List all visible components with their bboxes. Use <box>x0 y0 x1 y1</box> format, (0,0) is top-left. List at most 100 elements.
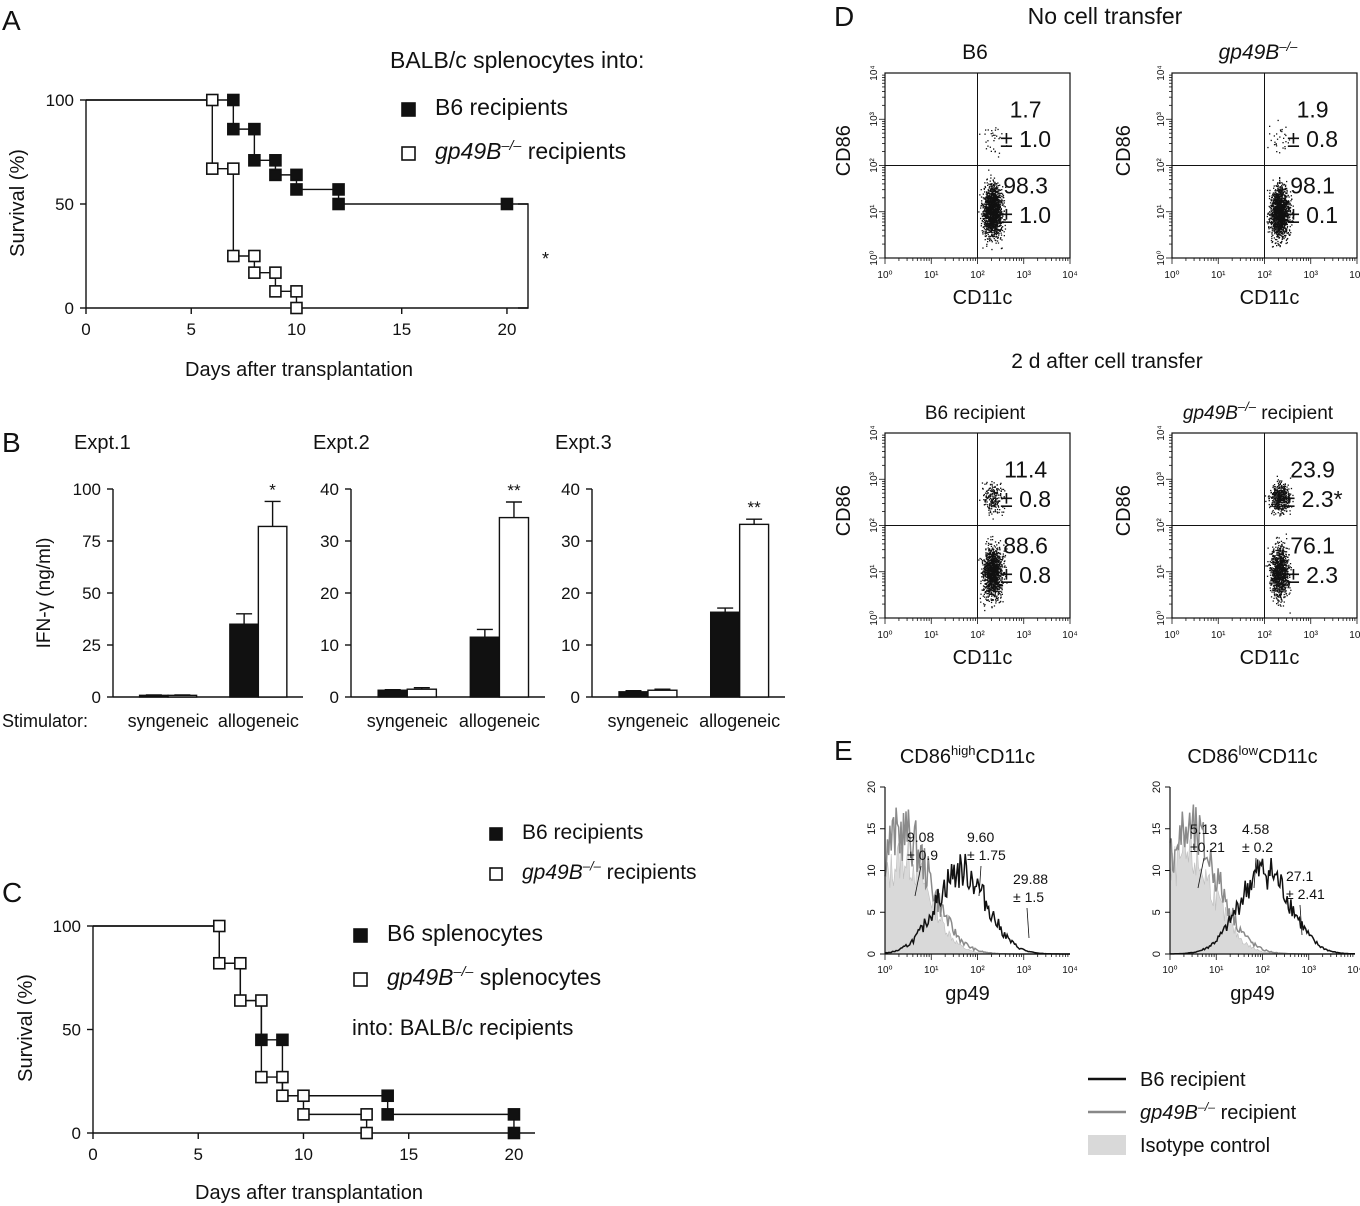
dot <box>996 492 999 494</box>
dot <box>1272 240 1274 243</box>
dot <box>990 204 992 206</box>
dot <box>1275 198 1277 201</box>
dot <box>988 193 990 195</box>
dot <box>1001 587 1003 589</box>
dot <box>1265 565 1267 567</box>
dot <box>991 557 994 559</box>
x-tick-label: 10⁴ <box>1062 630 1077 641</box>
dot <box>989 565 991 567</box>
dot <box>993 194 995 196</box>
dot <box>992 495 994 497</box>
dot <box>1001 189 1003 191</box>
dot <box>1286 238 1288 240</box>
dot <box>1277 583 1279 585</box>
dot <box>1275 211 1277 213</box>
dot <box>1277 219 1279 221</box>
dot <box>985 490 988 492</box>
dot <box>1277 203 1279 205</box>
dot <box>993 140 995 142</box>
dot <box>991 506 993 508</box>
dot <box>1288 139 1291 141</box>
dot <box>985 503 987 505</box>
dot <box>1273 514 1275 516</box>
dot <box>1275 226 1277 228</box>
dot <box>993 224 995 226</box>
y-tick-label: 10¹ <box>869 564 880 579</box>
dot <box>1283 492 1285 494</box>
dot <box>1000 585 1003 587</box>
dot <box>1281 235 1283 238</box>
dot <box>1002 506 1004 508</box>
dot <box>995 191 997 193</box>
dot <box>995 550 997 553</box>
dot <box>994 577 996 579</box>
dot <box>1272 573 1275 575</box>
series-2-marker <box>290 285 303 298</box>
dot <box>984 579 987 581</box>
dot <box>993 206 995 208</box>
dot <box>984 233 987 235</box>
y-tick-label: 10³ <box>869 471 880 486</box>
y-tick-label: 10⁴ <box>869 65 880 80</box>
dot <box>992 548 994 551</box>
dot <box>1284 217 1286 219</box>
dot <box>986 192 989 195</box>
dot <box>1281 229 1283 231</box>
dot <box>1001 578 1003 580</box>
dot <box>996 588 998 590</box>
dot <box>1276 221 1278 224</box>
dot <box>1270 572 1272 574</box>
dot <box>1290 200 1292 202</box>
dot <box>1268 226 1270 228</box>
dot <box>994 496 996 498</box>
dot <box>991 503 993 505</box>
dot <box>1282 228 1285 231</box>
dot <box>995 562 998 564</box>
dot <box>983 494 985 497</box>
dot <box>1272 215 1274 217</box>
dot <box>987 224 989 226</box>
dot <box>1278 234 1280 236</box>
dot <box>1271 230 1273 232</box>
dot <box>1290 493 1292 495</box>
dot <box>986 203 988 206</box>
dot <box>1003 544 1005 546</box>
dot <box>1286 225 1289 228</box>
dot <box>990 216 993 218</box>
dot <box>995 566 997 568</box>
dot <box>997 193 999 195</box>
y-tick-label: 50 <box>62 1021 81 1040</box>
dot <box>991 577 993 580</box>
dot <box>990 543 992 545</box>
dot <box>987 584 990 586</box>
dot <box>1289 513 1291 515</box>
dot <box>995 502 997 504</box>
dot <box>1282 201 1284 203</box>
dot <box>1281 216 1283 218</box>
dot <box>1277 216 1279 218</box>
dot <box>990 230 992 233</box>
dot <box>996 587 998 589</box>
dot <box>1001 200 1003 202</box>
dot <box>996 556 999 558</box>
dot <box>1279 209 1281 211</box>
dot <box>985 563 987 566</box>
dot <box>988 186 991 188</box>
dot <box>982 218 984 220</box>
dot <box>1284 201 1286 204</box>
dot <box>997 213 999 215</box>
dot <box>1281 201 1283 203</box>
dot <box>993 201 995 203</box>
dot <box>1281 128 1283 131</box>
dot <box>1271 589 1274 591</box>
dot <box>1287 237 1289 240</box>
dot <box>991 499 993 502</box>
dot <box>988 210 990 213</box>
dot <box>1286 196 1288 198</box>
dot <box>993 552 996 555</box>
dot <box>991 222 994 224</box>
dot <box>987 209 989 211</box>
dot <box>998 200 1000 202</box>
dot <box>1272 245 1274 248</box>
dot <box>992 505 994 507</box>
